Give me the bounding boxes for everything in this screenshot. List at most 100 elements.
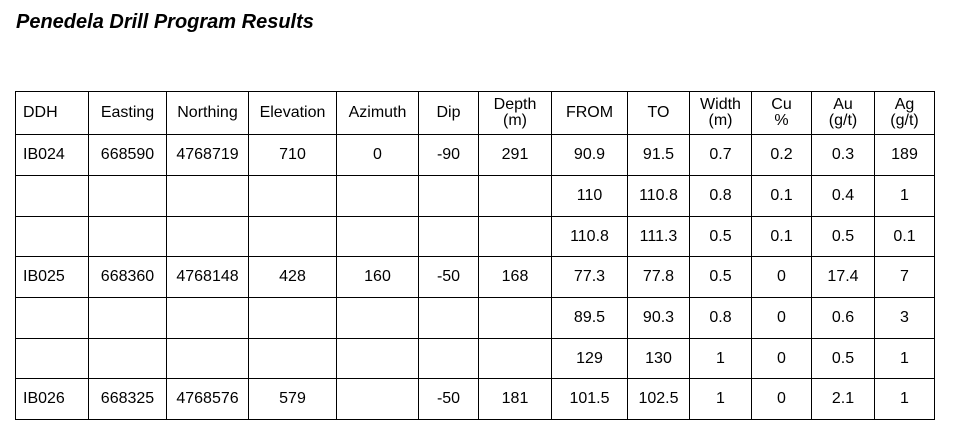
cell-cu: 0 — [751, 338, 812, 379]
cell-northing: 4768719 — [166, 134, 249, 176]
column-header-label: Au — [833, 96, 853, 113]
cell-northing — [166, 175, 249, 217]
cell-ddh: IB026 — [15, 378, 89, 420]
column-header-unit: (m) — [708, 112, 733, 129]
cell-to: 102.5 — [627, 378, 690, 420]
column-header-cu: Cu% — [751, 91, 812, 135]
column-header-azimuth: Azimuth — [336, 91, 419, 135]
cell-ddh: IB025 — [15, 256, 89, 298]
column-header-ddh: DDH — [15, 91, 89, 135]
cell-dip: -90 — [418, 134, 479, 176]
cell-northing: 4768576 — [166, 378, 249, 420]
cell-to: 111.3 — [627, 216, 690, 257]
cell-width: 1 — [689, 338, 752, 379]
cell-easting: 668325 — [88, 378, 167, 420]
column-header-label: Northing — [177, 104, 238, 121]
cell-au: 17.4 — [811, 256, 875, 298]
column-header-label: TO — [647, 104, 670, 121]
cell-ddh — [15, 297, 89, 339]
table-header-row: DDH Easting Northing Elevation Azimuth Dip Dep… — [15, 91, 935, 135]
cell-azimuth: 0 — [336, 134, 419, 176]
cell-ag: 3 — [874, 297, 935, 339]
table-row: IB026 668325 4768576 579 -50 181 101.5 102.5 1 0 2… — [15, 378, 935, 420]
column-header-au: Au (g/t) — [811, 91, 875, 135]
cell-northing — [166, 338, 249, 379]
cell-au: 0.5 — [811, 338, 875, 379]
table-row: IB024 668590 4768719 710 0 -90 291 90.9 91.5 0.7 0… — [15, 134, 935, 176]
cell-ag: 0.1 — [874, 216, 935, 257]
cell-au: 0.3 — [811, 134, 875, 176]
column-header-unit: (m) — [503, 112, 527, 129]
cell-width: 0.5 — [689, 216, 752, 257]
column-header-label: Dip — [436, 104, 461, 121]
cell-dip — [418, 338, 479, 379]
cell-azimuth — [336, 297, 419, 339]
cell-from: 90.9 — [551, 134, 628, 176]
table-row: IB025 668360 4768148 428 160 -50 168 77.3 77.8 0.… — [15, 256, 935, 298]
column-header-dip: Dip — [418, 91, 479, 135]
table-row: 110 110.8 0.8 0.1 0.4 1 — [15, 175, 935, 217]
cell-cu: 0 — [751, 256, 812, 298]
cell-cu: 0.1 — [751, 175, 812, 217]
cell-width: 0.7 — [689, 134, 752, 176]
table-row: 89.5 90.3 0.8 0 0.6 3 — [15, 297, 935, 339]
drill-results-table: DDH Easting Northing Elevation Azimuth Dip Dep… — [15, 91, 935, 420]
cell-to: 130 — [627, 338, 690, 379]
cell-dip — [418, 297, 479, 339]
cell-from: 110.8 — [551, 216, 628, 257]
cell-cu: 0.1 — [751, 216, 812, 257]
cell-depth: 168 — [478, 256, 552, 298]
cell-depth — [478, 175, 552, 217]
cell-elevation: 428 — [248, 256, 337, 298]
cell-azimuth — [336, 175, 419, 217]
column-header-to: TO — [627, 91, 690, 135]
cell-au: 0.4 — [811, 175, 875, 217]
cell-azimuth: 160 — [336, 256, 419, 298]
column-header-label: Ag — [894, 96, 915, 113]
cell-ag: 1 — [874, 378, 935, 420]
cell-elevation: 579 — [248, 378, 337, 420]
cell-cu: 0 — [751, 378, 812, 420]
cell-northing — [166, 216, 249, 257]
column-header-easting: Easting — [88, 91, 167, 135]
column-header-unit: (g/t) — [828, 112, 858, 129]
cell-cu: 0 — [751, 297, 812, 339]
column-header-depth: Depth (m) — [478, 91, 552, 135]
column-header-label: Width — [700, 96, 741, 113]
cell-ddh — [15, 338, 89, 379]
cell-width: 0.5 — [689, 256, 752, 298]
cell-width: 0.8 — [689, 297, 752, 339]
cell-from: 129 — [551, 338, 628, 379]
cell-easting — [88, 297, 167, 339]
cell-to: 90.3 — [627, 297, 690, 339]
column-header-label: DDH — [23, 104, 58, 121]
cell-au: 0.5 — [811, 216, 875, 257]
table-row: 129 130 1 0 0.5 1 — [15, 338, 935, 379]
column-header-label: Cu — [771, 96, 792, 113]
cell-elevation — [248, 338, 337, 379]
cell-depth — [478, 338, 552, 379]
cell-au: 2.1 — [811, 378, 875, 420]
cell-northing — [166, 297, 249, 339]
column-header-label: Elevation — [259, 104, 326, 121]
cell-to: 110.8 — [627, 175, 690, 217]
cell-elevation — [248, 297, 337, 339]
cell-to: 77.8 — [627, 256, 690, 298]
column-header-ag: Ag (g/t) — [874, 91, 935, 135]
column-header-label: FROM — [565, 104, 614, 121]
column-header-unit: % — [774, 112, 789, 129]
cell-depth: 291 — [478, 134, 552, 176]
cell-elevation: 710 — [248, 134, 337, 176]
cell-from: 101.5 — [551, 378, 628, 420]
cell-from: 77.3 — [551, 256, 628, 298]
cell-ddh — [15, 175, 89, 217]
column-header-unit: (g/t) — [890, 112, 919, 129]
page-title: Penedela Drill Program Results — [16, 11, 314, 33]
column-header-width: Width (m) — [689, 91, 752, 135]
column-header-label: Azimuth — [348, 104, 407, 121]
cell-dip: -50 — [418, 378, 479, 420]
cell-from: 89.5 — [551, 297, 628, 339]
cell-easting — [88, 216, 167, 257]
cell-dip — [418, 175, 479, 217]
column-header-label: Easting — [100, 104, 155, 121]
